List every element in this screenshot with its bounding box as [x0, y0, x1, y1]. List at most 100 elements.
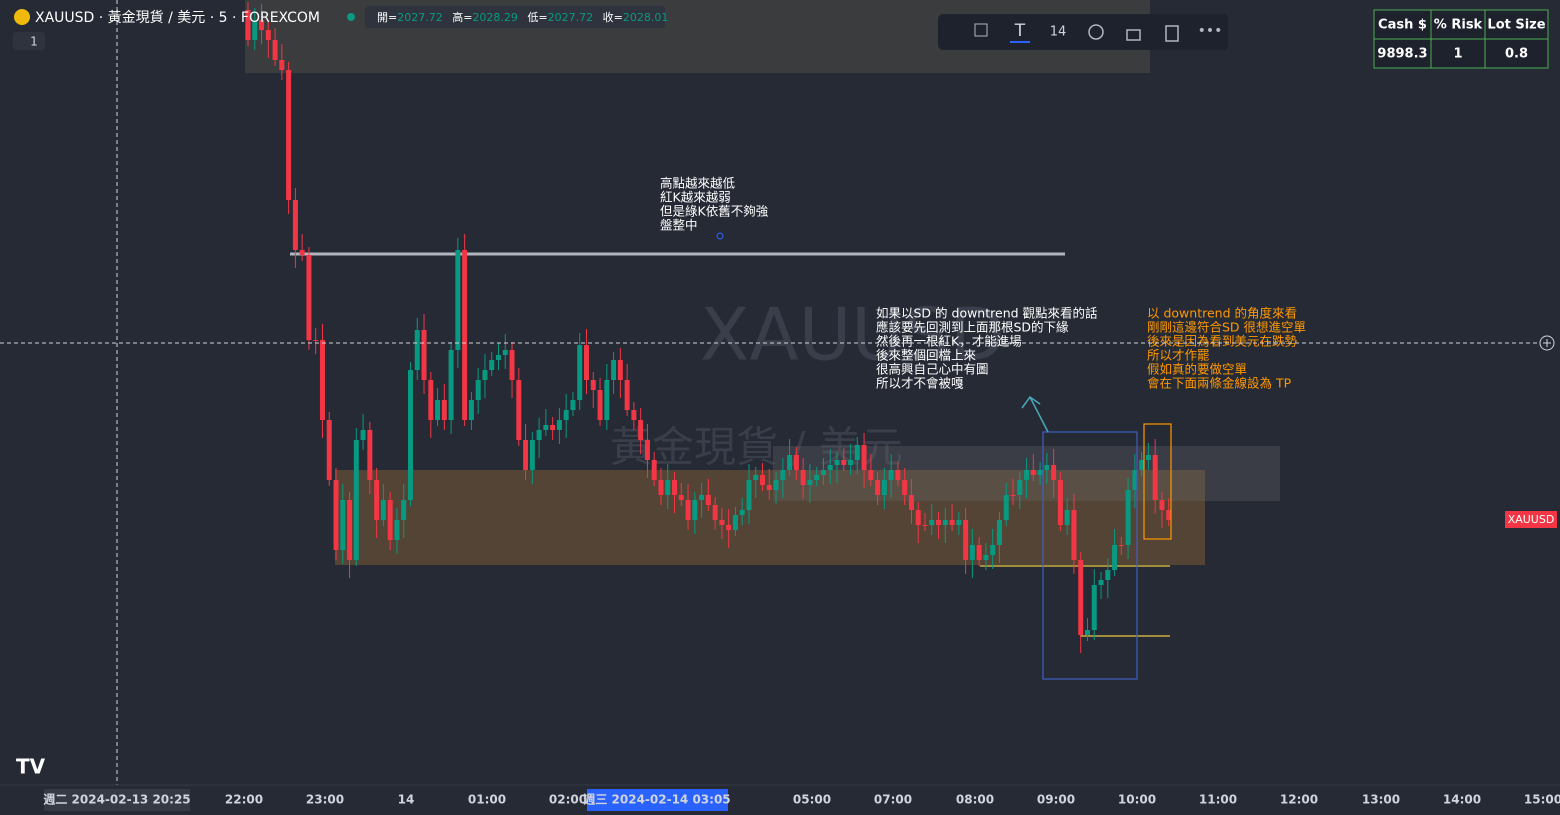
candle — [760, 475, 766, 485]
candle — [895, 470, 901, 480]
candle — [746, 480, 752, 510]
candle — [719, 520, 725, 525]
lock-icon[interactable] — [1126, 29, 1141, 41]
candle — [482, 370, 488, 380]
candle — [326, 420, 332, 480]
candle — [550, 425, 556, 430]
price-tag: XAUUSD — [1508, 513, 1555, 526]
candle — [848, 460, 854, 465]
annotation-line: 假如真的要做空單 — [1147, 362, 1247, 377]
annotation-line: 後來整個回檔上來 — [876, 348, 977, 363]
candle — [936, 520, 942, 525]
candle — [380, 500, 386, 520]
candle — [699, 495, 705, 500]
price-tag-bg — [1505, 511, 1557, 528]
candle — [1017, 480, 1023, 495]
collapse-btn[interactable] — [13, 32, 45, 50]
annotation-line: 高點越來越低 — [660, 176, 736, 191]
time-label: 07:00 — [874, 793, 912, 807]
watermark-symbol: XAUUSD — [700, 293, 1005, 377]
candle — [1125, 490, 1131, 545]
symbol[interactable]: XAUUSD · 黃金現貨 / 美元 · 5 · FOREXCOM — [35, 9, 320, 26]
candle — [306, 255, 312, 340]
candle — [259, 20, 265, 30]
box-orange — [1143, 423, 1172, 540]
candle — [421, 330, 427, 380]
status-dot — [347, 13, 355, 21]
candle — [495, 355, 501, 360]
candle — [414, 330, 420, 370]
logo: TV — [16, 755, 46, 779]
candle — [922, 525, 928, 526]
candle — [597, 390, 603, 420]
time-label: 05:00 — [793, 793, 831, 807]
candle — [272, 40, 278, 60]
candle — [732, 515, 738, 530]
candle — [1091, 585, 1097, 630]
time-label: 12:00 — [1280, 793, 1318, 807]
candle — [631, 410, 637, 420]
candle — [1166, 510, 1172, 520]
tool-icon[interactable] — [974, 23, 988, 37]
candle — [1118, 545, 1124, 546]
ohlc-bg — [365, 6, 665, 28]
crosshair-current: 週三 2024-02-14 03:05 — [583, 792, 730, 807]
candle — [509, 350, 515, 380]
time-label: 14 — [398, 793, 415, 807]
time-label: 09:00 — [1037, 793, 1075, 807]
header-text: Cash $ — [1378, 18, 1427, 33]
annotation-line: 紅K越來越弱 — [660, 190, 731, 205]
time-label: 11:00 — [1199, 793, 1237, 807]
time-label: 14:00 — [1443, 793, 1481, 807]
annotation-line: 盤整中 — [660, 218, 698, 233]
candle — [1030, 470, 1036, 475]
candle — [990, 545, 996, 555]
candle — [1132, 470, 1138, 490]
candle — [604, 380, 610, 420]
candle — [516, 380, 522, 440]
candle — [1024, 470, 1030, 480]
candle — [1051, 465, 1057, 480]
text-tool[interactable]: T — [1014, 21, 1026, 41]
delete-icon[interactable] — [1165, 25, 1179, 42]
candle — [502, 350, 508, 355]
toolbar — [938, 14, 1228, 50]
box-blue — [1042, 431, 1138, 680]
candle — [929, 520, 935, 525]
font-size[interactable]: 14 — [1050, 25, 1067, 40]
candle — [820, 470, 826, 475]
candle — [726, 525, 732, 530]
annotation-line: 以 downtrend 的角度來看 — [1147, 306, 1297, 321]
candle — [265, 30, 271, 40]
header-cell — [1373, 9, 1432, 40]
annotation-line: 會在下面兩條金線設為 TP — [1147, 376, 1292, 391]
symbol-icon — [14, 9, 30, 25]
candle — [1105, 570, 1111, 580]
candle — [881, 480, 887, 495]
candle — [1064, 510, 1070, 525]
settings-icon[interactable] — [1088, 24, 1104, 40]
candle — [692, 500, 698, 520]
candle — [712, 505, 718, 520]
candle — [800, 470, 806, 485]
candle — [956, 520, 962, 525]
crosshair-current-bg — [587, 789, 728, 811]
value-text: 9898.3 — [1377, 47, 1427, 62]
candle — [1010, 495, 1016, 496]
candle — [313, 340, 319, 341]
ohlc: 開=2027.72 高=2028.29 低=2027.72 收=2028.01 — [377, 10, 668, 24]
candle — [435, 400, 441, 420]
candle — [638, 420, 644, 440]
more-icon[interactable]: ••• — [1198, 23, 1223, 39]
candle — [685, 500, 691, 520]
annotation-line: 剛剛這邊符合SD 很想進空單 — [1147, 320, 1306, 335]
candle — [401, 500, 407, 520]
candle — [367, 430, 373, 480]
annotation-line: 後來是因為看到美元在跌勢 — [1147, 334, 1298, 349]
candle — [489, 360, 495, 370]
candle — [292, 200, 298, 250]
counter: 1 — [30, 35, 38, 49]
candle — [590, 380, 596, 390]
